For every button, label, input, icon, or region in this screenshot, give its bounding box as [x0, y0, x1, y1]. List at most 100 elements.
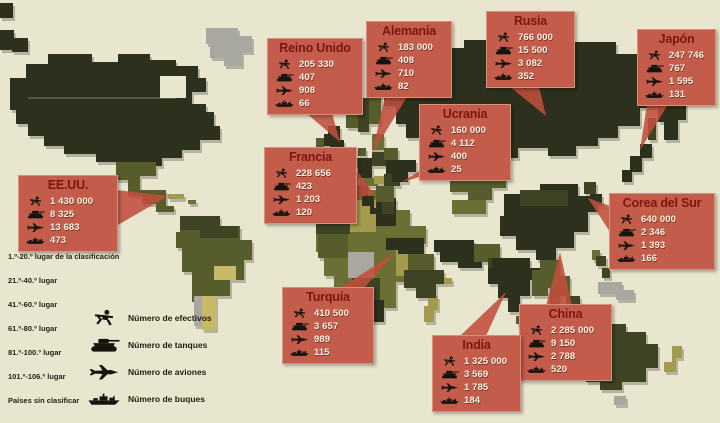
- japan-central: [630, 156, 642, 172]
- saudi-arabia: [404, 270, 444, 298]
- uzbekistan-turkmenistan: [452, 200, 486, 214]
- landmasses: [0, 3, 714, 405]
- soldier-icon: [275, 59, 294, 70]
- rank-color-swatch: [8, 335, 69, 345]
- aircraft-value: 989: [314, 333, 331, 345]
- ships-value: 352: [518, 70, 535, 82]
- belarus: [384, 148, 398, 160]
- ships-value: 120: [296, 206, 313, 218]
- connector-japon: [640, 98, 672, 150]
- personnel-value: 1 325 000: [464, 355, 508, 367]
- ships-row: 520: [524, 363, 607, 376]
- new-zealand: [664, 346, 682, 372]
- rank-legend-row: 41.º-60.º lugar: [8, 300, 119, 321]
- soldier-icon: [88, 309, 120, 327]
- callout-corea-del-sur: Corea del Sur 640 000 2 346 1 393 166: [609, 193, 715, 270]
- plane-icon: [88, 363, 120, 381]
- ship-icon: [527, 364, 546, 375]
- country-name: India: [462, 338, 491, 352]
- rank-label: Países sin clasificar: [8, 396, 80, 405]
- bolivia-paraguay: [214, 266, 236, 280]
- aircraft-value: 1 393: [641, 239, 666, 251]
- india: [488, 258, 540, 312]
- tanks-value: 407: [299, 71, 316, 83]
- chile: [194, 296, 202, 326]
- mongolia: [520, 190, 568, 206]
- ireland: [316, 138, 324, 147]
- country-name: Reino Unido: [279, 41, 351, 55]
- philippines-south: [602, 268, 610, 278]
- rank-legend-row: 61.º-80.º lugar: [8, 324, 119, 345]
- plane-icon: [440, 382, 459, 393]
- aircraft-value: 1 203: [296, 193, 321, 205]
- continent-north-america: [10, 54, 220, 172]
- connector-china: [546, 252, 572, 306]
- soldier-icon: [527, 325, 546, 336]
- personnel-value: 1 430 000: [50, 195, 94, 207]
- plane-icon: [374, 68, 393, 79]
- tanks-value: 3 657: [314, 320, 339, 332]
- callout-india: India 1 325 000 3 569 1 785 184: [432, 335, 521, 412]
- tanks-row: 15 500: [491, 44, 570, 57]
- personnel-row: 766 000: [491, 31, 570, 44]
- personnel-row: 247 746: [642, 49, 711, 62]
- callout-connectors: [116, 82, 672, 336]
- ships-value: 473: [50, 234, 67, 246]
- icon-label: Número de aviones: [128, 366, 207, 377]
- personnel-row: 410 500: [287, 307, 369, 320]
- personnel-row: 2 285 000: [524, 324, 607, 337]
- aircraft-row: 1 203: [269, 193, 352, 206]
- madagascar: [424, 296, 438, 322]
- tank-icon: [290, 321, 309, 332]
- personnel-value: 183 000: [398, 41, 434, 53]
- hudson-bay: [160, 76, 186, 98]
- tank-icon: [374, 55, 393, 66]
- connector-eeuu: [116, 190, 168, 226]
- austria-czech: [360, 178, 378, 186]
- continent-alaska2: [12, 38, 28, 52]
- tanks-value: 9 150: [551, 337, 576, 349]
- continent-alaska: [0, 30, 14, 50]
- country-name: Francia: [288, 150, 333, 164]
- greenland: [206, 28, 252, 66]
- rank-color-swatch: [8, 383, 69, 393]
- callout-turquia: Turquía 410 500 3 657 989 115: [282, 287, 374, 364]
- callout-reino-unido: Reino Unido 205 330 407 908 66: [267, 38, 363, 115]
- rank-label: 21.º-40.º lugar: [8, 276, 58, 285]
- icon-label: Número de tanques: [128, 339, 208, 350]
- callout-francia: Francia 228 656 423 1 203 120: [264, 147, 357, 224]
- ship-icon: [275, 98, 294, 109]
- tanks-row: 9 150: [524, 337, 607, 350]
- soldier-icon: [617, 214, 636, 225]
- japan-south: [622, 170, 632, 182]
- soldier-icon: [26, 196, 45, 207]
- ships-row: 115: [287, 346, 369, 359]
- ships-row: 82: [371, 80, 447, 93]
- rank-label: 41.º-60.º lugar: [8, 300, 58, 309]
- gulf-states: [444, 278, 452, 284]
- tanks-value: 3 569: [464, 368, 489, 380]
- ships-row: 166: [614, 252, 710, 265]
- callout-japon: Japón 247 746 767 1 595 131: [637, 29, 716, 106]
- rank-legend-row: 81.º-100.º lugar: [8, 348, 119, 369]
- aircraft-row: 1 785: [437, 381, 516, 394]
- tanks-value: 4 112: [451, 137, 475, 149]
- ships-row: 473: [23, 234, 113, 247]
- tanks-value: 767: [669, 62, 686, 74]
- ship-icon: [645, 89, 664, 100]
- ship-icon: [26, 235, 45, 246]
- personnel-row: 640 000: [614, 213, 710, 226]
- personnel-value: 766 000: [518, 31, 554, 43]
- icon-legend: Número de efectivos Número de tanques Nú…: [88, 308, 212, 416]
- ship-icon: [440, 395, 459, 406]
- cuba: [168, 194, 184, 199]
- ships-row: 120: [269, 206, 352, 219]
- rank-color-swatch: [8, 263, 69, 273]
- tank-icon: [88, 336, 120, 354]
- tank-icon: [427, 138, 446, 149]
- aircraft-value: 2 788: [551, 350, 576, 362]
- germany: [358, 158, 372, 178]
- icon-legend-row: Número de buques: [88, 389, 212, 408]
- tank-icon: [494, 45, 513, 56]
